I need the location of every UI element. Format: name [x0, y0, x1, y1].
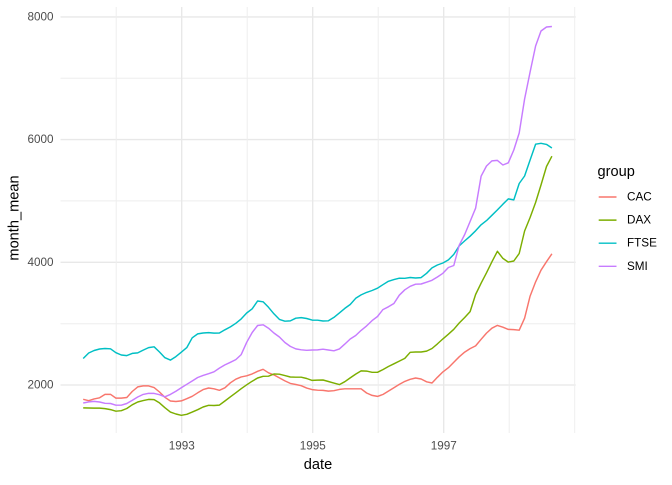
svg-text:SMI: SMI [627, 260, 648, 273]
svg-text:FTSE: FTSE [627, 237, 657, 250]
svg-text:group: group [598, 164, 635, 180]
svg-text:CAC: CAC [627, 191, 652, 204]
svg-text:2000: 2000 [27, 379, 54, 392]
svg-text:1995: 1995 [300, 440, 327, 453]
svg-text:1993: 1993 [169, 440, 195, 453]
svg-text:date: date [304, 457, 332, 473]
svg-text:1997: 1997 [431, 440, 457, 453]
svg-text:4000: 4000 [27, 256, 54, 269]
svg-text:DAX: DAX [627, 214, 651, 227]
svg-text:8000: 8000 [27, 10, 54, 23]
svg-text:month_mean: month_mean [7, 175, 23, 260]
svg-text:6000: 6000 [27, 133, 54, 146]
